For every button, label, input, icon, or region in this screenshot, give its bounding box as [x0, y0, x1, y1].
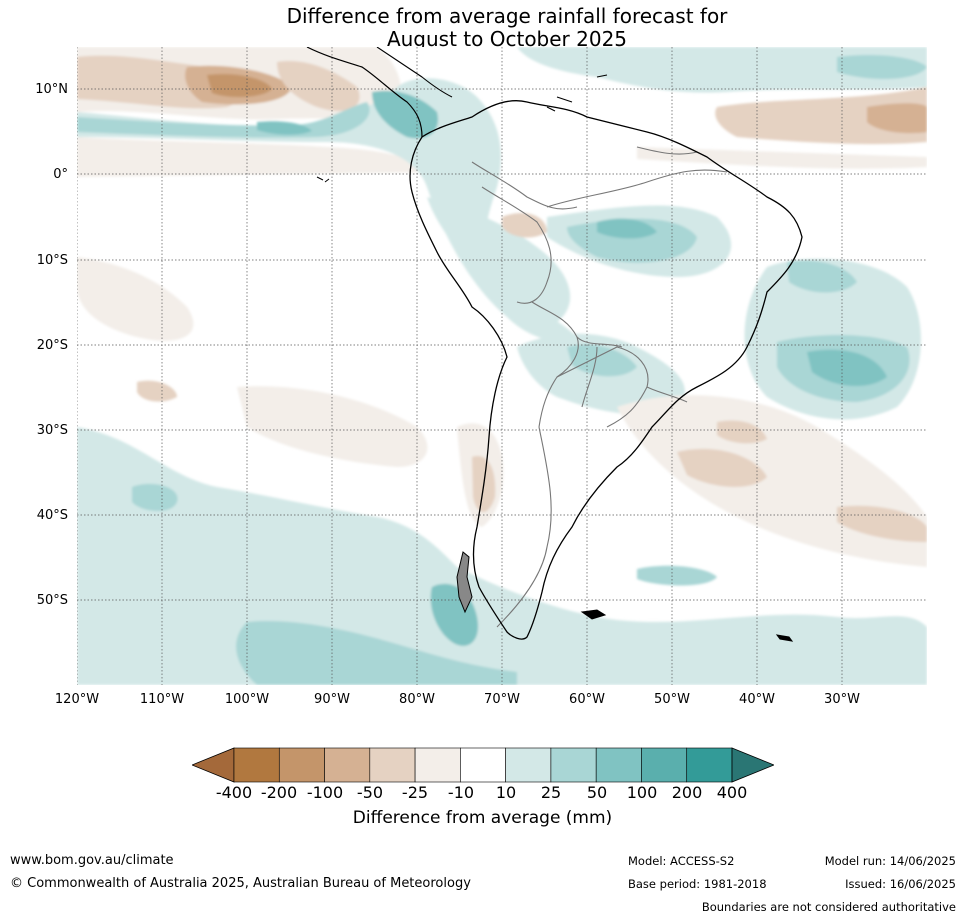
model-run-text: Model run: 14/06/2025 [824, 854, 956, 868]
dry-trace-region [637, 147, 927, 169]
colorbar-tick: -200 [260, 783, 298, 802]
wet-strong-region [257, 121, 312, 135]
wet-trace-region [77, 78, 577, 341]
central-america-coastline [306, 47, 423, 138]
rainfall-anomaly-map [77, 47, 927, 685]
wet-trace-region [77, 427, 927, 685]
wet-light-region [837, 55, 927, 79]
country-borders [471, 146, 728, 628]
colorbar-tick: -100 [306, 783, 344, 802]
colorbar-bin [278, 747, 325, 783]
patagonia-fjords [456, 551, 473, 614]
lon-label-120w: 120°W [54, 692, 100, 707]
dry-faint-region [715, 87, 927, 145]
dry-trace-region [77, 137, 437, 177]
dry-faint-region [502, 212, 547, 238]
colorbar [192, 747, 774, 783]
lon-label-40w: 40°W [739, 692, 775, 707]
wet-light-region [787, 260, 857, 293]
lon-label-100w: 100°W [224, 692, 270, 707]
wet-strong-region [807, 349, 887, 387]
lon-label-50w: 50°W [654, 692, 690, 707]
lon-label-70w: 70°W [484, 692, 520, 707]
wet-trace-region [427, 197, 571, 322]
dry-faint-region [277, 61, 360, 111]
colorbar-tick: 100 [626, 783, 658, 802]
colorbar-tick: 25 [540, 783, 562, 802]
map-title-line-1: Difference from average rainfall forecas… [286, 4, 728, 28]
colorbar-tick: -50 [356, 783, 384, 802]
colorbar-bin [233, 747, 280, 783]
lat-label-40s: 40°S [36, 508, 68, 523]
south-georgia [775, 634, 794, 642]
colorbar-tick: -400 [215, 783, 253, 802]
colorbar-bin [324, 747, 371, 783]
website-text: www.bom.gov.au/climate [10, 853, 174, 868]
falkland-islands [580, 609, 607, 620]
colorbar-bin [414, 747, 461, 783]
dry-medium-region [207, 73, 272, 98]
colorbar-tick: -25 [401, 783, 429, 802]
galapagos [316, 176, 330, 183]
colorbar-tick: 10 [495, 783, 517, 802]
lat-label-30s: 30°S [36, 423, 68, 438]
colorbar-extend-low [192, 747, 235, 783]
wet-light-region [132, 483, 178, 512]
colorbar-bin [460, 747, 506, 783]
south-america-coastline [409, 100, 803, 640]
base-period-text: Base period: 1981-2018 [628, 877, 767, 891]
wet-trace-region [517, 47, 927, 93]
central-america-north-coast [376, 47, 453, 98]
lat-label-50s: 50°S [36, 593, 68, 608]
dry-faint-region [717, 420, 767, 444]
dry-faint-region [837, 505, 927, 542]
dry-light-region [867, 103, 927, 134]
colorbar-extend-high [731, 747, 774, 783]
issued-text: Issued: 16/06/2025 [845, 877, 956, 891]
lon-label-80w: 80°W [399, 692, 435, 707]
graticule [77, 47, 927, 685]
dry-faint-region [677, 448, 767, 487]
model-text: Model: ACCESS-S2 [628, 854, 735, 868]
lat-label-0: 0° [53, 167, 68, 182]
lat-label-20s: 20°S [36, 338, 68, 353]
colorbar-tick: -10 [447, 783, 475, 802]
colorbar-bin [595, 747, 642, 783]
wet-light-region [637, 565, 717, 586]
lon-label-110w: 110°W [139, 692, 185, 707]
wet-light-region [567, 344, 637, 377]
lon-label-30w: 30°W [824, 692, 860, 707]
disclaimer-text: Boundaries are not considered authoritat… [701, 900, 956, 914]
dry-faint-region [137, 380, 177, 402]
colorbar-bin [641, 747, 688, 783]
colorbar-tick: 400 [716, 783, 748, 802]
lat-label-10n: 10°N [35, 82, 68, 97]
lon-label-90w: 90°W [314, 692, 350, 707]
colorbar-bin [686, 747, 733, 783]
lat-label-10s: 10°S [36, 253, 68, 268]
copyright-text: © Commonwealth of Australia 2025, Austra… [10, 876, 471, 891]
wet-strong-region [597, 218, 657, 239]
colorbar-bin [550, 747, 597, 783]
colorbar-label: Difference from average (mm) [352, 808, 613, 828]
colorbar-tick: 200 [671, 783, 703, 802]
colorbar-bin [505, 747, 552, 783]
lon-label-60w: 60°W [569, 692, 605, 707]
dry-trace-region [237, 386, 428, 467]
map-title-line-2: August to October 2025 [386, 27, 628, 51]
colorbar-bin [369, 747, 416, 783]
colorbar-tick: 50 [586, 783, 608, 802]
wet-light-region [236, 621, 517, 685]
caribbean-islands [546, 74, 608, 112]
dry-trace-region [77, 257, 194, 341]
